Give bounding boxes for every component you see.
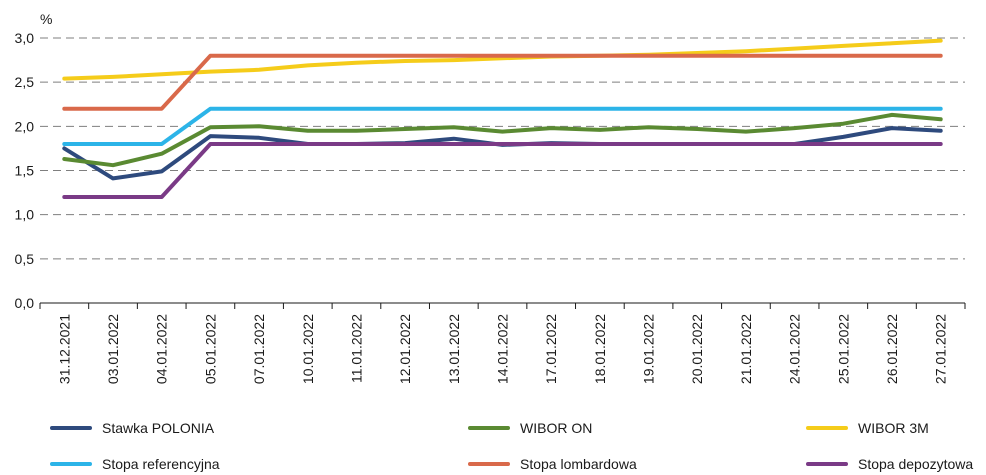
legend-label: WIBOR ON [520, 420, 592, 436]
x-tick-label: 20.01.2022 [689, 314, 705, 384]
series-line [62, 142, 943, 199]
series-lines [62, 38, 943, 199]
x-tick-label: 10.01.2022 [300, 314, 316, 384]
x-tick-label: 26.01.2022 [884, 314, 900, 384]
legend-item: WIBOR 3M [806, 420, 929, 436]
legend-item: Stopa lombardowa [468, 456, 637, 472]
y-tick-label: 2,5 [15, 74, 35, 90]
x-tick-label: 03.01.2022 [105, 314, 121, 384]
x-tick-label: 13.01.2022 [446, 314, 462, 384]
legend-label: Stopa depozytowa [858, 456, 973, 472]
axes [39, 302, 966, 309]
x-tick-label: 11.01.2022 [348, 314, 364, 383]
x-tick-label: 04.01.2022 [154, 314, 170, 384]
x-tick-label: 07.01.2022 [251, 314, 267, 384]
x-tick-label: 12.01.2022 [397, 314, 413, 384]
legend-item: Stopa depozytowa [806, 456, 973, 472]
legend-label: Stawka POLONIA [102, 420, 215, 436]
y-axis-ticks: 0,0 0,5 1,0 1,5 2,0 2,5 3,0 [15, 30, 35, 311]
legend-item: Stopa referencyjna [50, 456, 220, 472]
y-tick-label: 0,5 [15, 251, 35, 267]
legend-label: Stopa lombardowa [520, 456, 637, 472]
y-axis-unit-label: % [40, 11, 52, 27]
x-tick-label: 17.01.2022 [543, 314, 559, 384]
x-tick-label: 14.01.2022 [495, 314, 511, 384]
x-tick-label: 31.12.2021 [56, 314, 72, 384]
y-tick-label: 2,0 [15, 118, 35, 134]
legend-label: Stopa referencyjna [102, 456, 220, 472]
x-tick-label: 18.01.2022 [592, 314, 608, 384]
x-tick-label: 19.01.2022 [641, 314, 657, 384]
y-tick-label: 0,0 [15, 295, 35, 311]
legend-item: Stawka POLONIA [50, 420, 215, 436]
x-tick-label: 24.01.2022 [787, 314, 803, 384]
series-line [62, 106, 943, 146]
x-tick-label: 25.01.2022 [835, 314, 851, 384]
y-tick-label: 1,5 [15, 163, 35, 179]
series-line [62, 53, 943, 111]
legend-item: WIBOR ON [468, 420, 592, 436]
x-tick-label: 05.01.2022 [202, 314, 218, 384]
legend: Stawka POLONIA WIBOR ON WIBOR 3M Stopa refe… [50, 420, 973, 472]
y-tick-label: 3,0 [15, 30, 35, 46]
series-line [62, 38, 943, 81]
series-line [62, 112, 943, 168]
x-axis-ticks: 31.12.2021 03.01.2022 04.01.2022 05.01.2022… [56, 314, 948, 384]
legend-label: WIBOR 3M [858, 420, 929, 436]
x-tick-label: 21.01.2022 [738, 314, 754, 384]
y-tick-label: 1,0 [15, 207, 35, 223]
gridlines [40, 37, 965, 260]
x-tick-label: 27.01.2022 [933, 314, 949, 384]
